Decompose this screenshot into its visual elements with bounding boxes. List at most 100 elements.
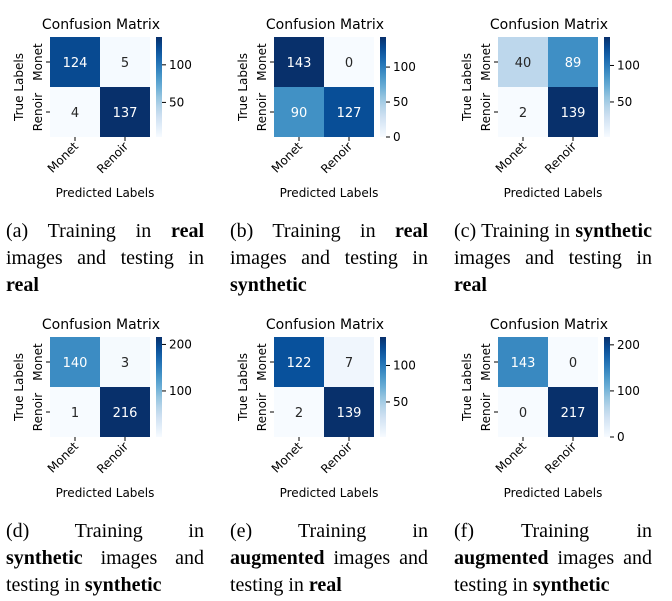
x-axis-label: Predicted Labels <box>280 186 379 200</box>
cell-value-label: 140 <box>63 356 88 371</box>
chart-panel: Confusion Matrix 122 7 2 139 Monet Renoir True … <box>224 300 448 600</box>
x-tick-label: Monet <box>45 439 82 476</box>
caption-label: (f) <box>454 520 521 542</box>
colorbar-tick-label: 200 <box>617 338 640 352</box>
y-tick-label: Monet <box>479 343 493 381</box>
cell-value-label: 90 <box>291 106 308 121</box>
y-axis-label: True Labels <box>12 353 26 422</box>
caption-text: images and testing in <box>230 547 428 596</box>
x-tick-label: Monet <box>269 139 306 176</box>
heatmap-cell <box>50 337 100 387</box>
x-tick-label: Renoir <box>318 439 355 476</box>
cell-value-label: 40 <box>515 56 532 71</box>
heatmap-cell <box>100 387 150 437</box>
caption-text: images and testing in <box>6 247 204 269</box>
caption-text: Training in <box>47 220 172 242</box>
colorbar-tick-label: 100 <box>617 384 640 398</box>
heatmap-cell <box>324 37 374 87</box>
heatmap-cell <box>100 37 150 87</box>
heatmap-cell <box>498 337 548 387</box>
colorbar-tick-label: 100 <box>393 60 416 74</box>
cell-value-label: 143 <box>287 56 312 71</box>
x-tick-label: Monet <box>269 439 306 476</box>
heatmap-cell <box>498 87 548 137</box>
subfigure-caption: (c) Training in synthetic images and tes… <box>454 218 652 299</box>
y-tick-label: Renoir <box>255 393 269 431</box>
cell-value-label: 127 <box>337 106 362 121</box>
x-axis-label: Predicted Labels <box>280 486 379 500</box>
caption-label: (d) <box>6 520 75 542</box>
caption-emphasis: synthetic <box>84 574 162 596</box>
cell-value-label: 139 <box>561 106 586 121</box>
subfigure-caption: (a) Training in real images and testing … <box>6 218 204 299</box>
heatmap-cell <box>498 387 548 437</box>
caption-text: Training in <box>481 220 576 242</box>
subfigure-caption: (b) Training in real images and testing … <box>230 218 428 299</box>
colorbar <box>604 37 610 137</box>
x-tick-label: Monet <box>493 139 530 176</box>
heatmap-cell <box>324 387 374 437</box>
chart-title: Confusion Matrix <box>266 17 384 33</box>
cell-value-label: 216 <box>113 406 138 421</box>
chart-panel: Confusion Matrix 143 0 90 127 Monet Renoir True… <box>224 0 448 300</box>
caption-emphasis: real <box>6 274 39 296</box>
heatmap-cell <box>548 387 598 437</box>
caption-emphasis: synthetic <box>230 274 307 296</box>
heatmap-cell <box>548 37 598 87</box>
caption-text: images and testing in <box>230 247 428 269</box>
heatmap-cell <box>274 37 324 87</box>
chart-panel: Confusion Matrix 124 5 4 137 Monet Renoir True … <box>0 0 224 300</box>
y-axis-label: True Labels <box>460 53 474 122</box>
cell-value-label: 137 <box>113 106 138 121</box>
colorbar-tick-label: 0 <box>617 430 625 444</box>
heatmap-cell <box>548 337 598 387</box>
heatmap-cell <box>50 387 100 437</box>
caption-emphasis: real <box>454 274 487 296</box>
caption-text: Training in <box>74 520 204 542</box>
caption-text: Training in <box>272 220 396 242</box>
x-axis-label: Predicted Labels <box>504 486 603 500</box>
x-tick-label: Monet <box>493 439 530 476</box>
cell-value-label: 122 <box>287 356 312 371</box>
x-axis-label: Predicted Labels <box>56 186 155 200</box>
caption-emphasis: real <box>171 220 204 242</box>
colorbar-tick-label: 50 <box>393 395 408 409</box>
x-tick-label: Renoir <box>94 439 131 476</box>
colorbar-tick-label: 100 <box>393 358 416 372</box>
heatmap-cell <box>324 337 374 387</box>
caption-text: Training in <box>520 520 652 542</box>
cell-value-label: 5 <box>121 56 129 71</box>
caption-emphasis: synthetic <box>6 547 83 569</box>
chart-title: Confusion Matrix <box>42 317 160 333</box>
caption-emphasis: real <box>395 220 428 242</box>
colorbar-tick-label: 50 <box>169 95 184 109</box>
cell-value-label: 0 <box>519 406 527 421</box>
y-axis-label: True Labels <box>236 353 250 422</box>
chart-title: Confusion Matrix <box>490 17 608 33</box>
colorbar-tick-label: 100 <box>169 384 192 398</box>
chart-title: Confusion Matrix <box>490 317 608 333</box>
x-tick-label: Monet <box>45 139 82 176</box>
colorbar-tick-label: 100 <box>169 58 192 72</box>
y-tick-label: Renoir <box>479 393 493 431</box>
caption-text: Training in <box>298 520 428 542</box>
cell-value-label: 0 <box>569 356 577 371</box>
caption-text: images and testing in <box>454 547 652 596</box>
heatmap-cell <box>50 87 100 137</box>
colorbar-tick-label: 50 <box>617 95 632 109</box>
caption-emphasis: synthetic <box>575 220 652 242</box>
colorbar <box>380 37 386 137</box>
heatmap-cell <box>274 337 324 387</box>
y-tick-label: Monet <box>255 43 269 81</box>
y-tick-label: Monet <box>479 43 493 81</box>
cell-value-label: 7 <box>345 356 353 371</box>
cell-value-label: 2 <box>519 106 527 121</box>
caption-label: (b) <box>230 220 273 242</box>
caption-emphasis: synthetic <box>532 574 610 596</box>
